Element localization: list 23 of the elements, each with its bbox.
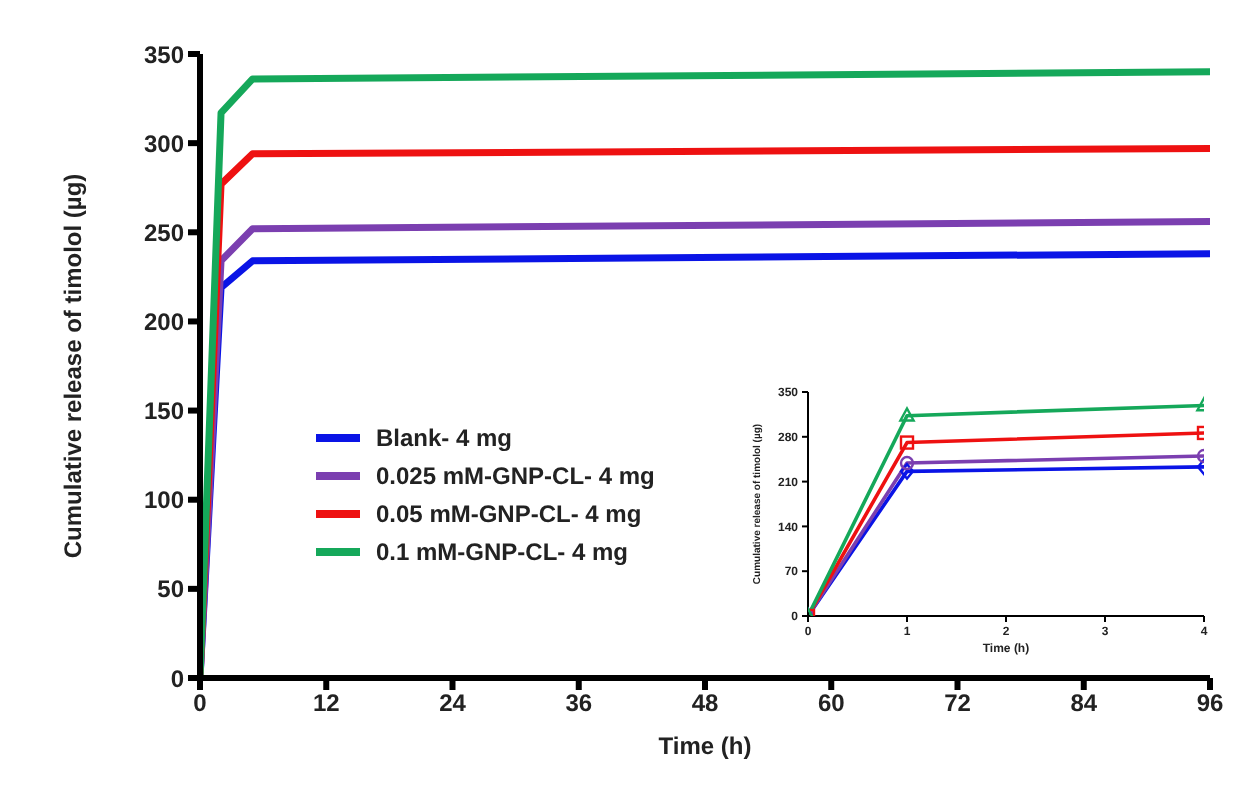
x-tick-label: 12: [312, 689, 341, 718]
legend-label: Blank- 4 mg: [376, 424, 513, 452]
x-axis-title: Time (h): [658, 732, 752, 760]
y-tick-label: 250: [143, 218, 185, 247]
y-tick-label: 100: [143, 486, 185, 515]
x-tick-label: 60: [817, 689, 846, 718]
y-tick-label: 150: [143, 397, 185, 426]
x-tick-label: 36: [565, 689, 593, 718]
x-tick-label: 0: [193, 689, 208, 718]
legend-label: 0.1 mM-GNP-CL- 4 mg: [376, 538, 629, 566]
y-tick-label: 300: [143, 129, 185, 158]
y-tick-label: 350: [143, 40, 185, 69]
x-tick-label: 24: [439, 689, 467, 718]
x-tick-label: 96: [1196, 689, 1224, 718]
y-axis-title: Cumulative release of timolol (µg): [58, 173, 87, 559]
y-tick-label: 50: [157, 575, 185, 604]
y-tick-label: 200: [143, 307, 185, 336]
x-tick-label: 72: [944, 689, 972, 718]
legend-label: 0.025 mM-GNP-CL- 4 mg: [376, 462, 655, 490]
legend-label: 0.05 mM-GNP-CL- 4 mg: [376, 500, 642, 528]
x-tick-label: 48: [691, 689, 719, 718]
x-tick-label: 84: [1070, 689, 1098, 718]
y-tick-label: 0: [170, 664, 185, 693]
